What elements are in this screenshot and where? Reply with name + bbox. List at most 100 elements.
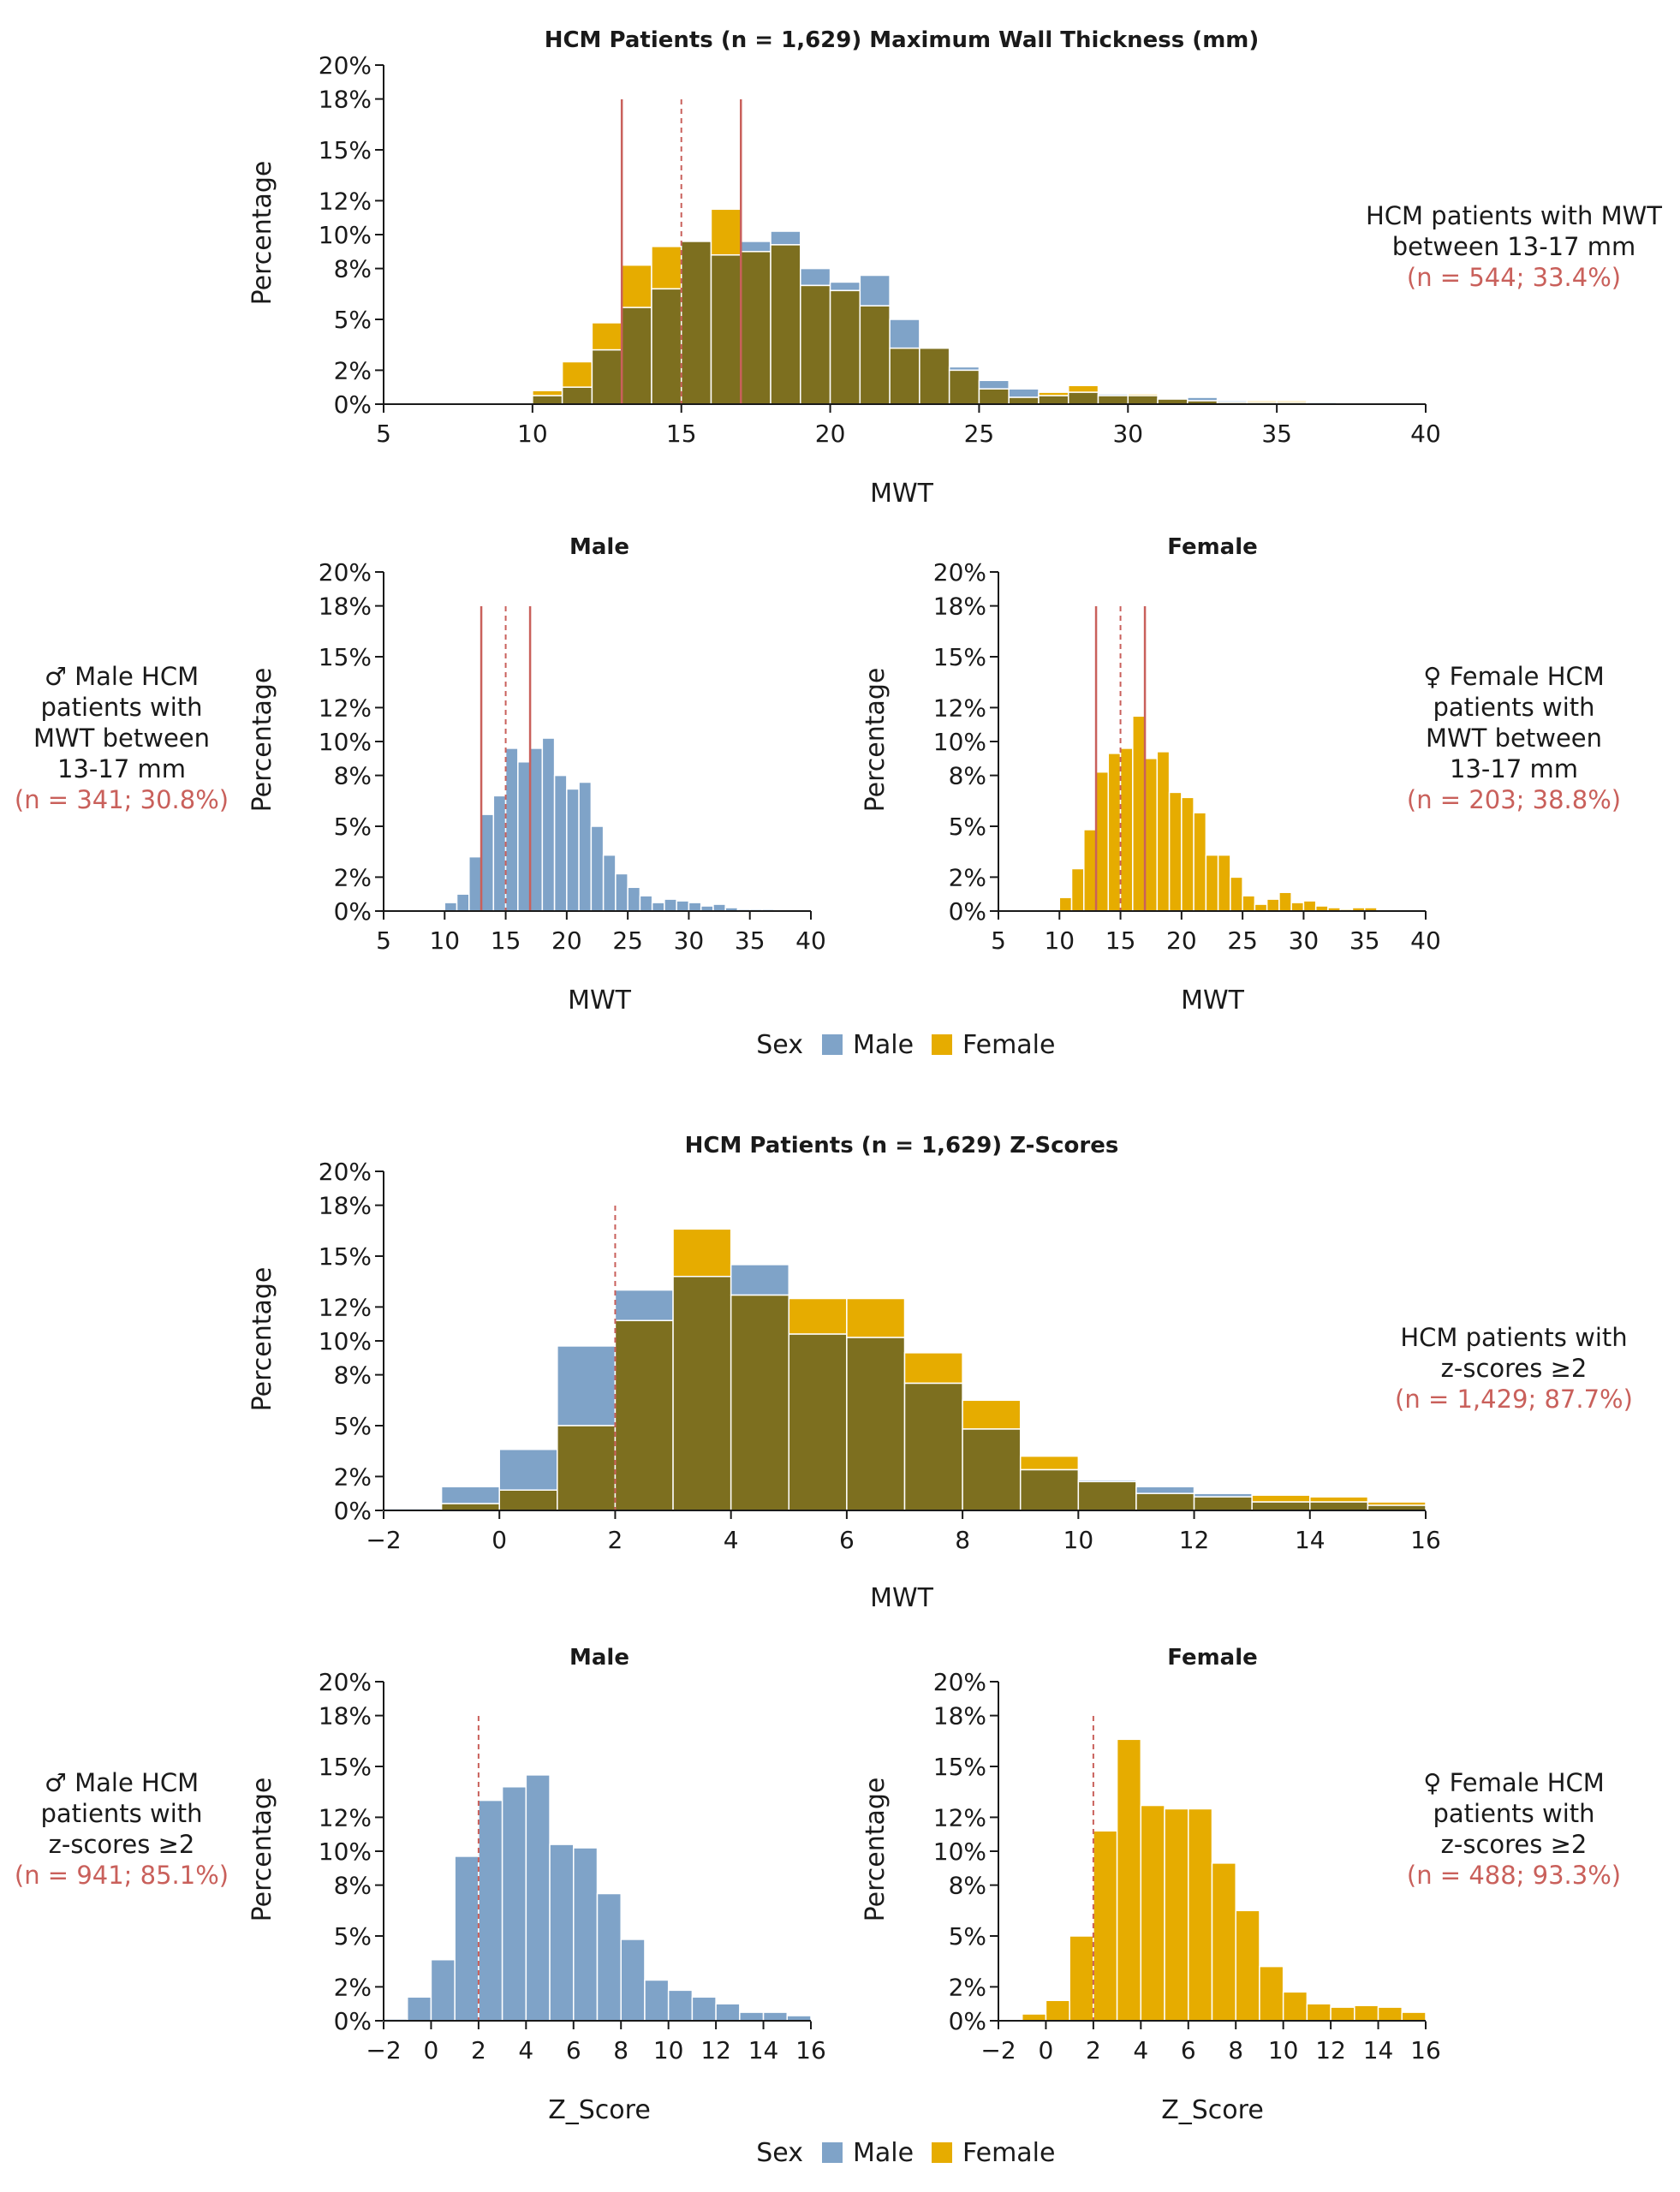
y-tick-label: 8% (949, 1872, 986, 1900)
bar-overlap (740, 251, 771, 405)
bar-male (644, 1979, 670, 2022)
svg-text:♀ Female HCM: ♀ Female HCM (1423, 1768, 1605, 1797)
bar-male (667, 1989, 694, 2022)
svg-text:13-17 mm: 13-17 mm (57, 754, 186, 783)
bar-female (1164, 1808, 1189, 2022)
y-tick-label: 15% (319, 136, 372, 164)
legend-swatch-male (822, 2142, 843, 2163)
bar-female (788, 1297, 848, 1335)
y-tick-label: 12% (319, 694, 372, 722)
svg-text:(n = 488; 93.3%): (n = 488; 93.3%) (1407, 1861, 1621, 1890)
bar-female (1235, 1909, 1260, 2022)
y-tick-label: 10% (319, 728, 372, 756)
y-tick-label: 5% (334, 306, 372, 334)
svg-text:between 13-17 mm: between 13-17 mm (1392, 232, 1636, 261)
bar-overlap (614, 1319, 674, 1511)
bar-overlap (710, 254, 742, 405)
ylabel-mwt-female: Percentage (861, 668, 891, 813)
bar-female (710, 208, 742, 256)
bar-overlap (1067, 391, 1099, 405)
y-tick-label: 0% (949, 897, 986, 926)
x-tick-label: 0 (1039, 2036, 1054, 2064)
bar-overlap (1077, 1480, 1137, 1511)
bar-male (688, 902, 702, 912)
y-tick-label: 8% (949, 762, 986, 790)
bar-male (504, 748, 519, 912)
y-tick-label: 2% (334, 1973, 372, 2001)
x-tick-label: 5 (376, 926, 391, 955)
x-tick-label: −2 (366, 1526, 401, 1554)
annotation-z-all: HCM patients with z-scores ≥2 (n = 1,429… (1395, 1323, 1633, 1414)
x-tick-label: 16 (1410, 2036, 1441, 2064)
y-tick-label: 18% (319, 86, 372, 114)
bar-overlap (651, 288, 682, 405)
bar-overlap (561, 386, 593, 405)
bar-male (468, 855, 482, 912)
x-tick-label: 25 (1227, 926, 1258, 955)
legend-title: Sex (756, 2138, 803, 2168)
bar-male (406, 1996, 432, 2022)
bar-overlap (532, 395, 563, 405)
bar-male (664, 898, 677, 912)
bar-female (591, 322, 623, 351)
bar-female (1251, 1494, 1311, 1503)
bar-male (553, 774, 568, 912)
bar-male (430, 1958, 456, 2022)
svg-text:z-scores ≥2: z-scores ≥2 (1441, 1830, 1588, 1859)
y-tick-label: 18% (933, 1702, 986, 1730)
svg-text:HCM patients with: HCM patients with (1400, 1323, 1627, 1352)
bar-female (1181, 796, 1194, 912)
bar-overlap (1251, 1501, 1311, 1511)
bar-male (480, 813, 495, 912)
svg-text:13-17 mm: 13-17 mm (1450, 754, 1578, 783)
svg-text:(n = 544; 33.4%): (n = 544; 33.4%) (1407, 263, 1621, 292)
bar-female (1254, 903, 1268, 912)
bar-female (532, 390, 563, 396)
x-tick-label: 8 (955, 1526, 970, 1554)
bar-female (1205, 854, 1219, 912)
bar-overlap (800, 284, 831, 405)
bar-overlap (903, 1382, 963, 1511)
y-tick-label: 20% (319, 558, 372, 587)
plot-z_female: 0% 2% 5% 8% 10% 12% 15% 18% 20% −2 0 2 4 6 8 10 12 14 16 (933, 1668, 1441, 2064)
y-tick-label: 2% (949, 1973, 986, 2001)
x-tick-label: 20 (815, 420, 846, 448)
y-tick-label: 15% (319, 1242, 372, 1271)
y-tick-label: 5% (949, 813, 986, 841)
ylabel-z-female: Percentage (861, 1778, 891, 1922)
x-tick-label: 14 (1363, 2036, 1394, 2064)
bar-overlap (859, 305, 891, 405)
bar-female (1156, 751, 1171, 912)
bar-female (672, 1228, 732, 1278)
x-tick-label: 25 (964, 420, 995, 448)
x-tick-label: 12 (1179, 1526, 1210, 1554)
bar-overlap (788, 1333, 848, 1511)
bar-male (739, 2011, 765, 2022)
bar-overlap (672, 1276, 732, 1511)
bar-overlap (1097, 395, 1129, 405)
y-tick-label: 5% (949, 1922, 986, 1951)
plot-mwt_male: 0% 2% 5% 8% 10% 12% 15% 18% 20% 5 10 15 20 25 30 35 40 (319, 558, 826, 955)
bar-male (517, 761, 531, 912)
svg-text:patients with: patients with (1433, 693, 1594, 722)
legend-bottom: Sex Male Female (756, 2138, 1055, 2168)
y-tick-label: 12% (319, 187, 372, 215)
bar-male (715, 2003, 741, 2022)
svg-text:♂ Male HCM: ♂ Male HCM (45, 662, 199, 691)
bar-overlap (919, 347, 950, 405)
plot-z_all: 0% 2% 5% 8% 10% 12% 15% 18% 20% −2 0 2 4 6 8 10 12 14 16 (319, 1158, 1441, 1554)
y-tick-label: 5% (334, 1412, 372, 1440)
y-tick-label: 12% (319, 1293, 372, 1321)
bar-male (859, 274, 891, 307)
bar-female (1278, 891, 1292, 912)
y-tick-label: 0% (334, 2007, 372, 2035)
ylabel-mwt-male: Percentage (247, 668, 277, 813)
bar-female (1309, 1496, 1369, 1503)
bar-male (492, 795, 507, 912)
svg-text:♂ Male HCM: ♂ Male HCM (45, 1768, 199, 1797)
bar-female (651, 246, 682, 290)
svg-text:z-scores ≥2: z-scores ≥2 (49, 1830, 195, 1859)
xlabel-mwt-all: MWT (870, 479, 934, 509)
plot-z_male: 0% 2% 5% 8% 10% 12% 15% 18% 20% −2 0 2 4 6 8 10 12 14 16 (319, 1668, 826, 2064)
svg-text:patients with: patients with (40, 1799, 202, 1828)
